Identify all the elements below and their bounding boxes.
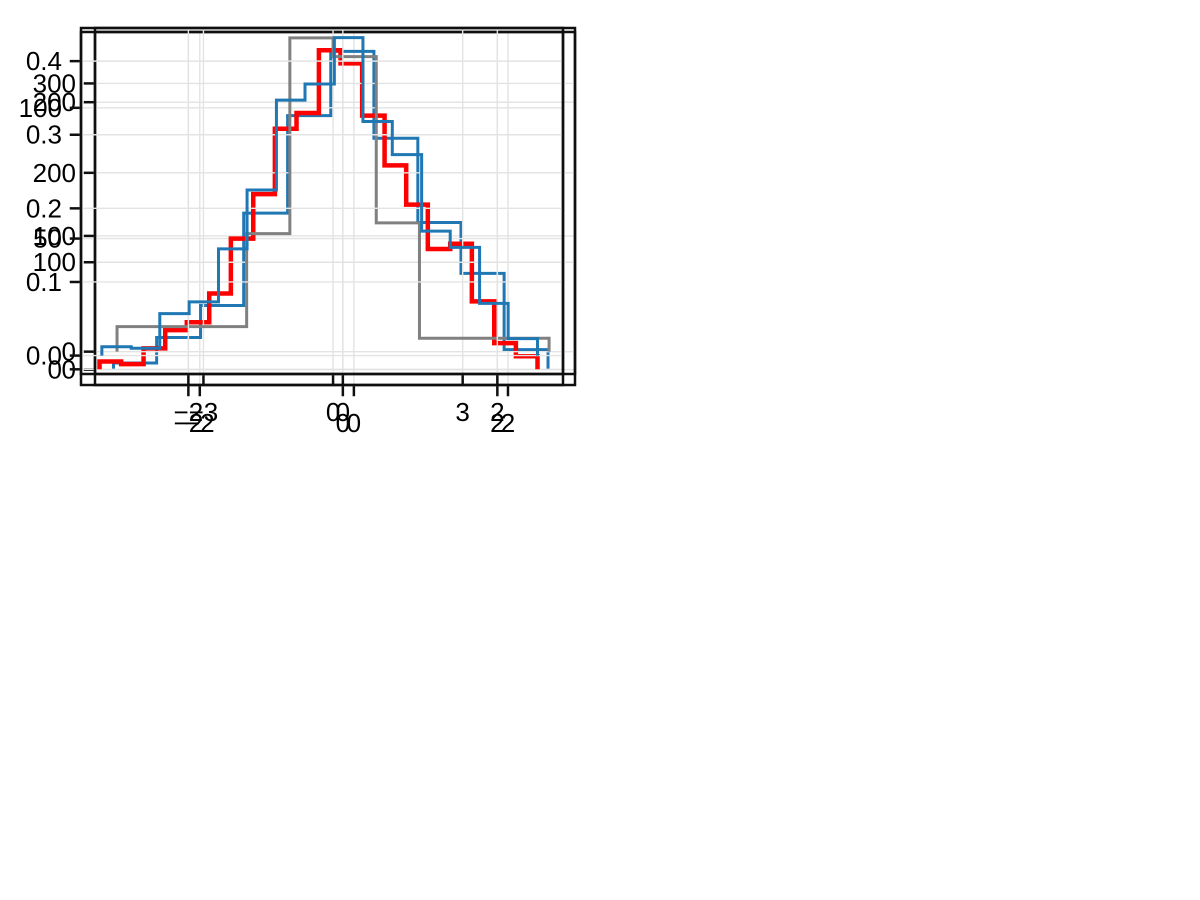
x-tick-label: 0	[347, 408, 361, 438]
y-tick-label: 200	[33, 87, 76, 117]
x-tick-label: 2	[501, 408, 515, 438]
y-tick-label: 50	[33, 224, 62, 254]
x-tick-label: −2	[174, 397, 204, 427]
y-tick-label: 300	[33, 68, 76, 98]
y-tick-label: 0.1	[26, 267, 62, 297]
y-tick-label: 100	[33, 247, 76, 277]
y-tick-label: 100	[19, 93, 62, 123]
y-tick-label: 0.2	[26, 193, 62, 223]
y-tick-label: 100	[33, 221, 76, 251]
y-tick-label: 200	[33, 158, 76, 188]
y-tick-label: 0.4	[26, 46, 62, 76]
y-tick-label: 0	[62, 337, 76, 367]
x-tick-label: 2	[490, 408, 504, 438]
y-tick-label: 0.0	[26, 341, 62, 371]
x-tick-label: −2	[174, 408, 204, 438]
x-tick-label: 0	[336, 397, 350, 427]
histogram-panel-bottom-right: −2 0 2 0.0 0.1 0.2 0.3 0.4	[26, 26, 565, 427]
x-tick-label: 0	[336, 408, 350, 438]
x-tick-label: 3	[455, 397, 469, 427]
histogram-step-line	[100, 36, 540, 356]
y-tick-label: 0.3	[26, 120, 62, 150]
x-tick-label: −2	[185, 408, 215, 438]
axes-spines	[79, 26, 565, 376]
y-tick-label: 0	[48, 354, 62, 384]
x-tick-label: −3	[189, 397, 219, 427]
histogram-step-line	[97, 48, 540, 370]
x-tick-label: 2	[490, 397, 504, 427]
y-tick-label: 0	[62, 355, 76, 385]
x-tick-label: 0	[326, 397, 340, 427]
